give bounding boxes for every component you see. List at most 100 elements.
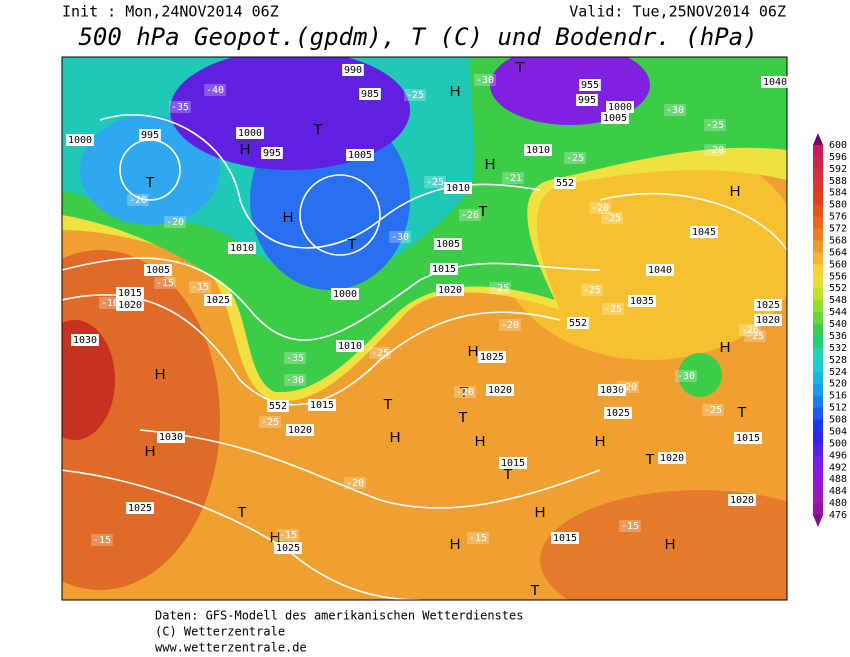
label-box <box>489 282 511 294</box>
colorbar-box <box>813 216 823 230</box>
label-box <box>139 129 161 141</box>
colorbar-label: 560 <box>829 259 847 270</box>
label-box <box>204 294 232 306</box>
temperature-label: -30 <box>391 232 409 243</box>
pressure-center: H <box>240 141 251 158</box>
label-box <box>474 74 496 86</box>
label-box <box>127 194 149 206</box>
temperature-label: -35 <box>171 102 189 113</box>
isobar-label: 1030 <box>73 335 97 346</box>
label-box <box>664 104 686 116</box>
label-box <box>154 277 176 289</box>
label-box <box>331 288 359 300</box>
footer-line: Daten: GFS-Modell des amerikanischen Wet… <box>155 609 523 623</box>
pressure-center: T <box>459 384 468 401</box>
label-box <box>284 352 306 364</box>
colorbar-label: 508 <box>829 415 847 426</box>
label-box <box>619 520 641 532</box>
footer-line: www.wetterzentrale.de <box>155 641 307 655</box>
colorbar-label: 556 <box>829 271 847 282</box>
label-box <box>189 281 211 293</box>
colorbar-box <box>813 431 823 444</box>
label-box <box>344 477 366 489</box>
label-box <box>444 182 472 194</box>
colorbar-label: 588 <box>829 176 847 187</box>
label-box <box>430 263 458 275</box>
label-box <box>564 152 586 164</box>
colorbar-box <box>813 156 823 170</box>
temperature-label: -25 <box>566 153 584 164</box>
colorbar-box <box>813 192 823 206</box>
label-box <box>744 330 766 342</box>
colorbar-label: 496 <box>829 450 847 461</box>
isobar-label: 1015 <box>501 458 525 469</box>
colorbar-label: 544 <box>829 307 847 318</box>
colorbar-box <box>813 312 823 325</box>
label-box <box>169 101 191 113</box>
pressure-center: T <box>503 466 512 483</box>
label-box <box>704 119 726 131</box>
pressure-center: T <box>313 121 322 138</box>
colorbar-box <box>813 288 823 301</box>
label-box <box>436 284 464 296</box>
label-box <box>91 534 113 546</box>
isobar-label: 1005 <box>348 150 372 161</box>
colorbar-label: 576 <box>829 212 847 223</box>
pressure-center: H <box>450 536 461 553</box>
label-box <box>308 399 336 411</box>
colorbar-label: 584 <box>829 188 847 199</box>
isobar-label: 1045 <box>692 227 716 238</box>
colorbar-label: 504 <box>829 426 847 437</box>
label-box <box>554 177 576 189</box>
isobar-label: 995 <box>141 130 159 141</box>
label-box <box>369 347 391 359</box>
colorbar-label: 500 <box>829 438 847 449</box>
label-box <box>286 424 314 436</box>
isobar-label: 1035 <box>630 296 654 307</box>
temperature-label: -25 <box>371 348 389 359</box>
temperature-label: -15 <box>469 533 487 544</box>
colorbar-box <box>813 359 823 373</box>
isobar-label: 985 <box>361 89 379 100</box>
colorbar-label: 564 <box>829 247 847 258</box>
isobar-label: 1025 <box>480 352 504 363</box>
colorbar-label: 488 <box>829 474 847 485</box>
temperature-label: -25 <box>746 331 764 342</box>
isobar-label: 1000 <box>333 289 357 300</box>
colorbar-box <box>813 395 823 409</box>
pressure-center: H <box>485 156 496 173</box>
label-box <box>204 84 226 96</box>
label-box <box>71 334 99 346</box>
isobar-label: 1030 <box>600 385 624 396</box>
pressure-center: H <box>595 433 606 450</box>
temperature-label: -20 <box>706 145 724 156</box>
colorbar-label: 484 <box>829 486 847 497</box>
colorbar-label: 528 <box>829 355 847 366</box>
label-box <box>284 374 306 386</box>
temperature-label: -15 <box>156 278 174 289</box>
temperature-label: -25 <box>406 90 424 101</box>
isobar-label: 1010 <box>526 145 550 156</box>
isobar-label: 1020 <box>118 300 142 311</box>
colorbar-box <box>813 168 823 182</box>
temperature-label: -20 <box>166 217 184 228</box>
label-box <box>228 242 256 254</box>
label-box <box>702 404 724 416</box>
colorbar-box <box>813 324 823 337</box>
temperature-label: -20 <box>129 195 147 206</box>
isobar-label: 1005 <box>603 113 627 124</box>
label-box <box>704 144 726 156</box>
pressure-center: H <box>730 183 741 200</box>
pressure-center: H <box>535 504 546 521</box>
label-box <box>342 64 364 76</box>
colorbar-label: 600 <box>829 140 847 151</box>
label-box <box>754 314 782 326</box>
label-box <box>144 264 172 276</box>
colorbar-box <box>813 503 823 516</box>
label-box <box>646 264 674 276</box>
label-box <box>346 149 374 161</box>
colorbar-box <box>813 383 823 397</box>
colorbar-box <box>813 455 823 468</box>
temperature-label: -40 <box>206 85 224 96</box>
colorbar-box <box>813 443 823 456</box>
